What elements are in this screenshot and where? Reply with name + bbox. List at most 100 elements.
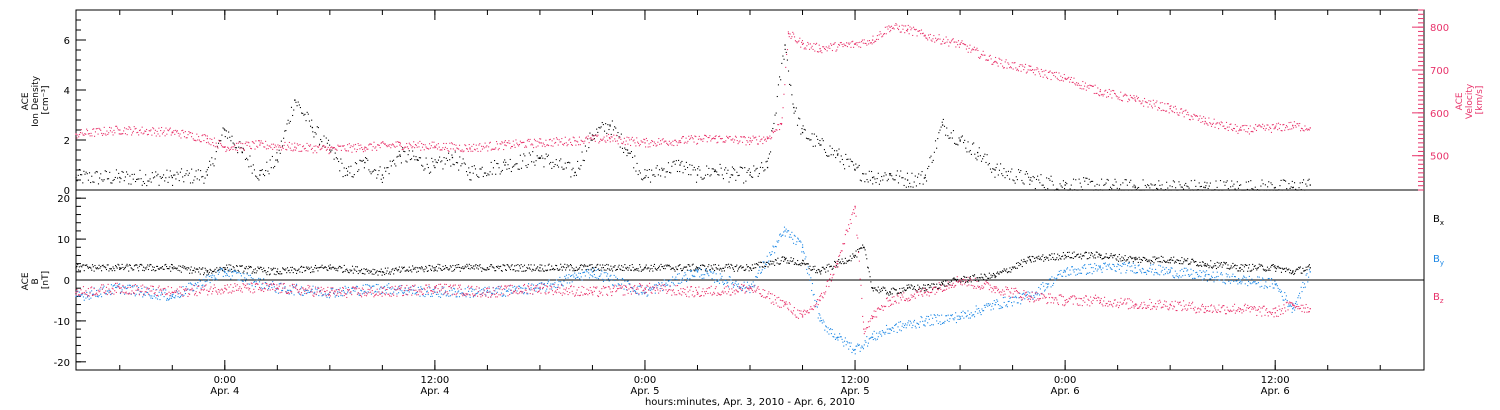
series-bx-dot (928, 287, 930, 289)
density-dot (643, 177, 645, 179)
velocity-dot (1133, 95, 1135, 97)
velocity-dot (1167, 103, 1169, 105)
density-dot (193, 179, 195, 181)
velocity-dot (594, 140, 596, 142)
velocity-dot (842, 46, 844, 48)
series-bx-dot (1074, 256, 1076, 258)
velocity-dot (361, 147, 363, 149)
velocity-dot (961, 40, 963, 42)
series-bx-point-28 (1029, 258, 1031, 261)
velocity-dot (287, 144, 289, 146)
series-bx-dot (867, 267, 869, 269)
velocity-dot (1214, 126, 1216, 128)
velocity-point-2 (171, 131, 173, 133)
velocity-dot (304, 147, 306, 149)
velocity-dot (207, 141, 209, 143)
velocity-dot (559, 141, 561, 143)
density-dot (560, 158, 562, 160)
series-bx-dot (345, 269, 347, 271)
density-dot (270, 167, 272, 169)
series-by-dot (604, 279, 606, 281)
series-bx-dot (983, 273, 985, 275)
velocity-dot (217, 147, 219, 149)
velocity-dot (214, 146, 216, 148)
series-bx-dot (624, 264, 626, 266)
velocity-dot (165, 127, 167, 129)
density-dot (1038, 179, 1040, 181)
velocity-dot (411, 147, 413, 149)
velocity-dot (890, 29, 892, 31)
series-bx-dot (856, 256, 858, 258)
velocity-dot (1130, 96, 1132, 98)
series-bx-dot (751, 264, 753, 266)
density-dot (877, 172, 879, 174)
velocity-dot (187, 134, 189, 136)
series-bx-dot (267, 271, 269, 273)
density-dot (1049, 179, 1051, 181)
velocity-dot (76, 137, 78, 139)
density-dot (1132, 186, 1134, 188)
series-bx-dot (1210, 260, 1212, 262)
velocity-dot (786, 49, 789, 51)
velocity-dot (311, 147, 313, 149)
velocity-dot (831, 49, 833, 52)
series-bx-dot (1215, 267, 1218, 270)
series-bx-dot (265, 272, 267, 274)
velocity-dot (527, 138, 529, 140)
series-by-dot (321, 295, 323, 297)
density-dot (678, 159, 680, 161)
series-by-dot (451, 289, 453, 291)
series-bx-dot (726, 264, 728, 266)
series-bx-dot (864, 249, 866, 251)
series-bx-dot (470, 265, 472, 267)
series-by-dot (384, 289, 386, 291)
series-bx-dot (300, 265, 303, 267)
series-bx-dot (447, 268, 449, 270)
series-by-dot (339, 287, 341, 289)
series-by-dot (627, 280, 629, 282)
velocity-dot (875, 38, 878, 40)
density-dot (892, 178, 894, 180)
series-by-dot (450, 287, 452, 289)
series-by-dot (300, 288, 302, 290)
series-bx-dot (1294, 272, 1296, 274)
density-dot (675, 160, 677, 162)
velocity-dot (866, 44, 868, 46)
velocity-dot (415, 144, 417, 146)
series-bx-dot (553, 269, 555, 271)
series-by-dot (502, 295, 504, 297)
density-dot (385, 170, 387, 172)
series-bx-dot (1073, 251, 1075, 253)
density-dot (859, 179, 861, 181)
velocity-dot (1102, 95, 1104, 97)
series-by-dot (146, 291, 148, 293)
velocity-dot (1194, 114, 1196, 116)
density-dot (1068, 189, 1070, 191)
series-by-dot (115, 287, 117, 289)
velocity-dot (1152, 99, 1154, 101)
velocity-dot (996, 62, 998, 64)
series-bx-dot (138, 265, 140, 267)
density-dot (213, 165, 215, 167)
series-bx-dot (1132, 261, 1134, 263)
series-bx-dot (824, 268, 826, 270)
velocity-dot (802, 42, 804, 44)
velocity-dot (987, 59, 989, 61)
series-by-dot (567, 277, 569, 279)
series-by-dot (313, 292, 315, 294)
velocity-dot (1149, 103, 1151, 105)
series-bx-dot (389, 273, 391, 275)
series-bx-dot (233, 267, 235, 269)
series-bx-dot (262, 271, 264, 273)
density-dot (787, 70, 790, 72)
density-dot (1151, 184, 1153, 186)
velocity-dot (1172, 111, 1174, 113)
velocity-dot (937, 38, 939, 40)
series-bx-dot (649, 268, 651, 270)
series-bx-dot (207, 270, 209, 272)
series-bx-dot (172, 268, 174, 270)
density-dot (1113, 184, 1115, 186)
velocity-dot (824, 48, 826, 51)
series-bx-dot (201, 268, 203, 270)
velocity-dot (1080, 84, 1082, 87)
